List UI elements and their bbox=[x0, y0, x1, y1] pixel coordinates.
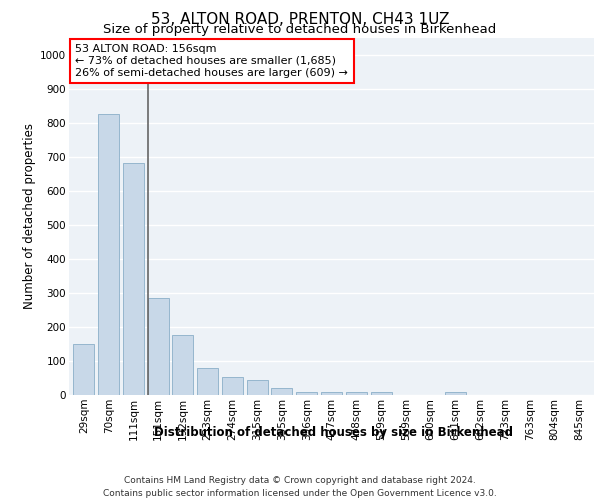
Bar bbox=[148, 298, 169, 395]
Bar bbox=[371, 392, 392, 395]
Bar bbox=[321, 392, 342, 395]
Text: 53, ALTON ROAD, PRENTON, CH43 1UZ: 53, ALTON ROAD, PRENTON, CH43 1UZ bbox=[151, 12, 449, 28]
Bar bbox=[247, 380, 268, 395]
Bar bbox=[172, 336, 193, 395]
Bar bbox=[271, 388, 292, 395]
Bar bbox=[445, 392, 466, 395]
Text: Size of property relative to detached houses in Birkenhead: Size of property relative to detached ho… bbox=[103, 22, 497, 36]
Text: 53 ALTON ROAD: 156sqm
← 73% of detached houses are smaller (1,685)
26% of semi-d: 53 ALTON ROAD: 156sqm ← 73% of detached … bbox=[75, 44, 348, 78]
Bar bbox=[98, 114, 119, 395]
Y-axis label: Number of detached properties: Number of detached properties bbox=[23, 123, 36, 309]
Bar bbox=[296, 392, 317, 395]
Text: Contains HM Land Registry data © Crown copyright and database right 2024.
Contai: Contains HM Land Registry data © Crown c… bbox=[103, 476, 497, 498]
Bar bbox=[222, 377, 243, 395]
Text: Distribution of detached houses by size in Birkenhead: Distribution of detached houses by size … bbox=[154, 426, 512, 439]
Bar bbox=[197, 368, 218, 395]
Bar bbox=[73, 344, 94, 395]
Bar bbox=[346, 392, 367, 395]
Bar bbox=[123, 164, 144, 395]
